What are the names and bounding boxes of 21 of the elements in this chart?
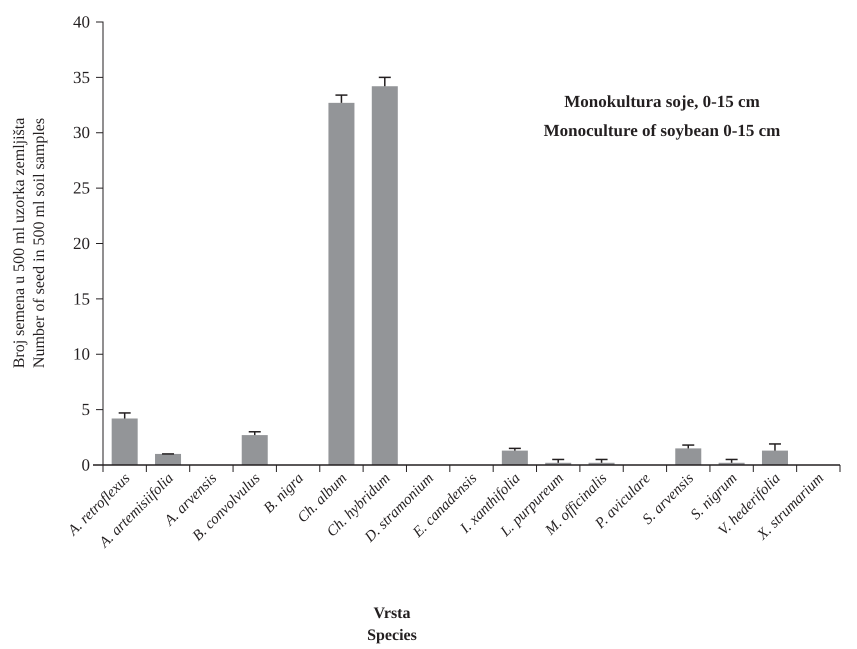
bar bbox=[112, 418, 138, 465]
bar bbox=[762, 450, 788, 465]
text: Monoculture of soybean 0-15 cm bbox=[544, 121, 780, 140]
x-axis-title: Vrsta Species bbox=[367, 605, 417, 644]
y-tick-label: 35 bbox=[73, 68, 90, 87]
bar bbox=[372, 86, 398, 465]
bar bbox=[155, 454, 182, 465]
text: Monokultura soje, 0-15 cm bbox=[564, 92, 760, 111]
y-tick-label: 30 bbox=[73, 123, 90, 142]
y-axis-title: Broj semena u 500 ml uzorka zemljišta Number of seed in 500 ml soil samples bbox=[11, 118, 48, 368]
y-tick-label: 0 bbox=[82, 455, 90, 474]
y-tick-label: 25 bbox=[73, 178, 90, 198]
bar bbox=[675, 448, 702, 465]
y-tick-label: 10 bbox=[73, 344, 90, 364]
y-tick-label: 15 bbox=[73, 289, 90, 308]
bar bbox=[328, 102, 354, 465]
y-tick-label: 40 bbox=[73, 12, 90, 32]
bar bbox=[502, 450, 528, 465]
y-tick-label: 5 bbox=[82, 400, 90, 420]
y-tick-label: 20 bbox=[73, 234, 90, 253]
bar bbox=[242, 435, 268, 465]
